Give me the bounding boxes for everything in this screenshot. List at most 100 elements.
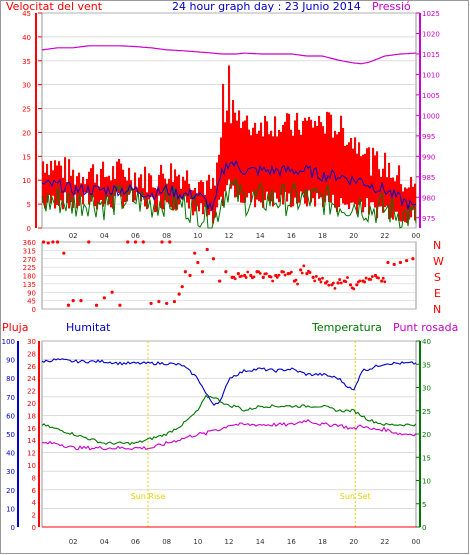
- humidity-x-tick: 08: [162, 538, 171, 546]
- direction-point: [238, 275, 242, 279]
- wind-gust-bar: [338, 131, 341, 208]
- wind-y-tick: 15: [22, 153, 31, 161]
- direction-point: [348, 283, 353, 287]
- pressure-y-tick: 1005: [422, 92, 440, 100]
- rain-y-tick: 8: [32, 474, 36, 482]
- wind-gust-bar: [372, 147, 375, 203]
- direction-point: [338, 278, 342, 281]
- wind-gust-bar: [180, 188, 183, 199]
- direction-point: [344, 280, 348, 284]
- direction-point: [200, 270, 205, 274]
- rain-y-tick: 28: [27, 350, 36, 358]
- direction-point: [180, 285, 184, 289]
- rain-y-tick: 12: [27, 450, 36, 458]
- wind-gust-bar: [156, 189, 159, 212]
- direction-y-tick: 0: [32, 306, 36, 314]
- direction-point: [168, 240, 172, 244]
- wind-gust-bar: [80, 183, 83, 197]
- direction-point: [311, 275, 315, 279]
- rain-label: Pluja: [2, 321, 28, 334]
- direction-point: [327, 283, 331, 287]
- wind-gust-bar: [174, 169, 177, 210]
- direction-point: [244, 276, 248, 279]
- wind-gust-bar: [414, 183, 417, 221]
- wind-gust-bar: [276, 136, 279, 199]
- rain-y-tick: 24: [27, 375, 36, 383]
- direction-point: [71, 299, 75, 303]
- wind-gust-bar: [188, 183, 191, 209]
- direction-point: [386, 260, 390, 265]
- rain-y-tick: 4: [32, 499, 37, 507]
- wind-gust-bar: [64, 157, 67, 193]
- wind-gust-bar: [48, 175, 51, 196]
- direction-point: [188, 273, 192, 278]
- wind-x-tick: 06: [131, 232, 140, 240]
- wind-x-tick: 04: [100, 232, 109, 240]
- humidity-x-tick: 16: [287, 538, 296, 546]
- sunrise-label: Sun Rise: [131, 492, 166, 501]
- wind-gust-bar: [368, 147, 371, 215]
- wind-gust-bar: [304, 117, 307, 204]
- wind-gust-bar: [364, 153, 367, 207]
- wind-gust-bar: [204, 194, 207, 207]
- humidity-y-tick: 50: [6, 431, 15, 439]
- wind-gust-bar: [208, 174, 211, 215]
- wind-gust-bar: [266, 121, 269, 192]
- direction-point: [271, 279, 275, 283]
- pressure-y-tick: 990: [422, 153, 435, 161]
- wind-gust-bar: [294, 120, 297, 198]
- direction-point: [325, 280, 329, 283]
- wind-gust-bar: [404, 187, 407, 223]
- humidity-y-tick: 20: [6, 487, 15, 495]
- wind-gust-bar: [244, 120, 247, 203]
- direction-point: [165, 301, 169, 306]
- direction-point: [411, 257, 415, 261]
- rain-y-tick: 10: [27, 462, 36, 470]
- wind-gust-bar: [182, 176, 185, 200]
- wind-gust-bar: [326, 111, 329, 196]
- direction-point: [299, 268, 303, 272]
- direction-point: [294, 278, 298, 282]
- direction-point: [355, 283, 359, 287]
- wind-gust-bar: [316, 126, 319, 194]
- wind-gust-bar: [332, 137, 335, 195]
- wind-gust-bar: [226, 110, 229, 186]
- wind-x-tick: 12: [225, 232, 234, 240]
- direction-point: [263, 272, 267, 276]
- wind-gust-bar: [378, 169, 381, 207]
- wind-gust-bar: [178, 174, 181, 205]
- compass-n-top: N: [433, 239, 441, 252]
- wind-gust-bar: [340, 115, 343, 199]
- humidity-x-tick: 20: [349, 538, 358, 546]
- pressure-y-tick: 995: [422, 133, 435, 141]
- wind-gust-bar: [348, 142, 351, 210]
- wind-x-tick: 02: [69, 232, 78, 240]
- wind-gust-bar: [186, 170, 189, 203]
- wind-average-line: [41, 159, 417, 211]
- wind-gust-bar: [380, 176, 383, 207]
- wind-gust-bar: [236, 120, 239, 198]
- temperature-y-tick: 40: [422, 338, 431, 346]
- wind-gust-bar: [192, 190, 195, 216]
- wind-gust-bar: [328, 112, 331, 202]
- humidity-y-tick: 0: [11, 524, 15, 532]
- wind-gust-bar: [142, 188, 145, 196]
- temperature-y-tick: 10: [422, 478, 431, 486]
- temperature-y-tick: 20: [422, 431, 431, 439]
- direction-point: [283, 273, 287, 277]
- direction-point: [313, 279, 317, 283]
- direction-point: [392, 262, 396, 266]
- temperature-y-tick: 30: [422, 385, 431, 393]
- wind-gust-bar: [302, 120, 305, 194]
- wind-gust-bar: [152, 187, 155, 198]
- direction-point: [55, 240, 60, 244]
- humidity-x-tick: 02: [69, 538, 78, 546]
- direction-point: [236, 272, 240, 276]
- wind-gust-bar: [158, 174, 161, 196]
- wind-y-tick: 0: [27, 225, 31, 233]
- temperature-y-tick: 35: [422, 361, 431, 369]
- direction-point: [356, 280, 360, 284]
- direction-point: [370, 275, 374, 278]
- wind-gust-bar: [202, 181, 205, 215]
